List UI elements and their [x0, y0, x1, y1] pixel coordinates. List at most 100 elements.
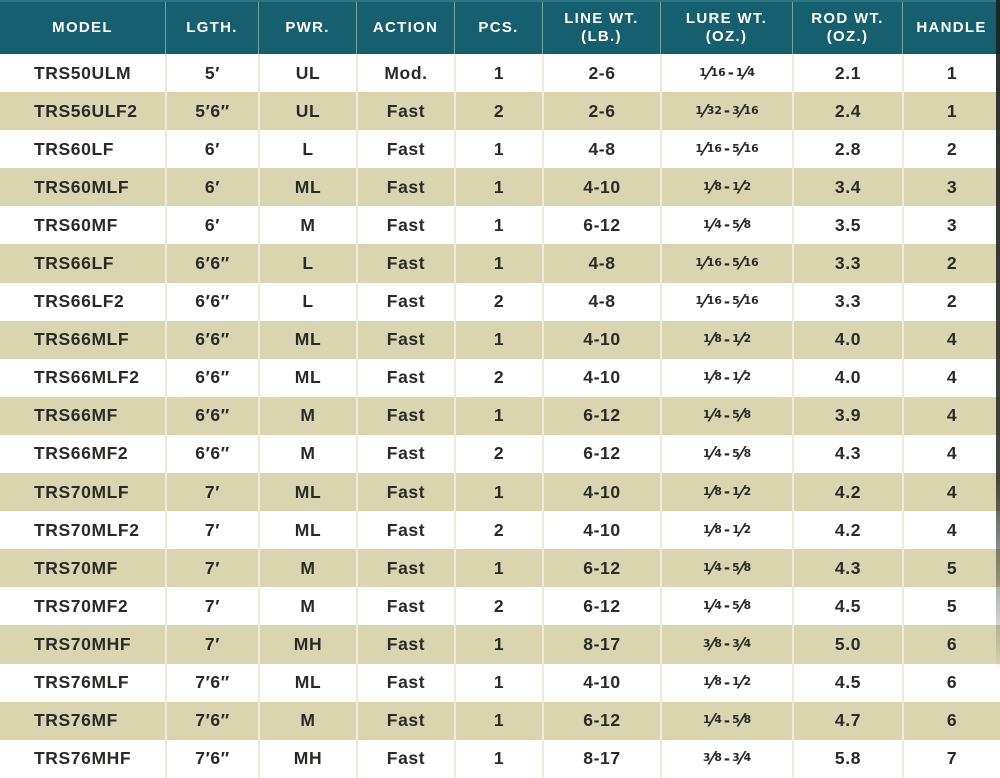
cell-action: Fast: [356, 625, 454, 664]
fraction-numerator: 5: [732, 560, 740, 574]
fraction-slash: ⁄: [740, 443, 744, 465]
cell-line_wt_lb: 6-12: [542, 701, 660, 740]
cell-pieces: 2: [454, 358, 542, 397]
cell-action: Fast: [356, 244, 454, 283]
cell-length: 6′: [165, 206, 258, 245]
fraction-denominator: 4: [714, 598, 722, 612]
cell-action: Fast: [356, 701, 454, 740]
cell-rod_wt_oz: 4.7: [792, 701, 902, 740]
cell-action: Fast: [356, 206, 454, 245]
cell-rod_wt_oz: 2.8: [792, 130, 902, 169]
cell-pieces: 1: [454, 54, 542, 93]
fraction-numerator: 1: [695, 141, 703, 155]
fraction-denominator: 8: [714, 751, 722, 765]
cell-lure_wt_oz: 1 ⁄ 16-5 ⁄ 16: [660, 130, 792, 169]
cell-action: Fast: [356, 663, 454, 702]
fraction-numerator: 1: [702, 218, 711, 231]
cell-model: TRS66MF: [34, 405, 118, 426]
fraction-denominator: 2: [743, 179, 752, 193]
fraction-numerator: 5: [732, 294, 740, 308]
cell-model: TRS70MHF: [34, 633, 132, 654]
fraction-slash: ⁄: [740, 633, 744, 655]
cell-power: M: [258, 701, 356, 740]
cell-power: UL: [258, 92, 356, 131]
fraction-denominator: 8: [714, 332, 722, 346]
fraction-denominator: 8: [714, 179, 722, 193]
fraction-dash: -: [723, 406, 731, 425]
cell-power: ML: [258, 358, 356, 397]
cell-model: TRS70MLF2: [34, 519, 140, 540]
fraction-slash: ⁄: [740, 329, 744, 351]
table-row: TRS60MF 6′ M Fast 1 6-12 1 ⁄ 4-5 ⁄ 8 3.5 3: [0, 206, 1000, 245]
fraction-dash: -: [723, 292, 731, 311]
table-row: TRS66MF2 6′6″ M Fast 2 6-12 1 ⁄ 4-5 ⁄ 8 4.3 4: [0, 434, 1000, 474]
fraction-denominator: 8: [714, 484, 722, 498]
fraction-slash: ⁄: [710, 214, 714, 236]
cell-pieces: 1: [454, 701, 542, 740]
cell-action: Fast: [356, 473, 454, 512]
cell-pieces: 1: [454, 396, 542, 435]
fraction-denominator: 4: [743, 751, 752, 765]
cell-line_wt_lb: 4-8: [542, 130, 660, 169]
cell-length: 6′: [165, 130, 258, 169]
cell-line_wt_lb: 4-8: [542, 282, 660, 321]
table-row: TRS56ULF2 5′6″ UL Fast 2 2-6 1 ⁄ 32-3 ⁄ 16 2.4 1: [0, 92, 1000, 131]
header-label: (OZ.): [705, 28, 748, 45]
cell-rod_wt_oz: 4.2: [792, 511, 902, 550]
cell-action: Fast: [356, 587, 454, 626]
fraction-slash: ⁄: [740, 595, 744, 617]
fraction-denominator: 2: [743, 332, 752, 346]
cell-action: Fast: [356, 739, 454, 778]
fraction-slash: ⁄: [703, 253, 707, 275]
fraction-numerator: 1: [702, 713, 711, 727]
fraction-denominator: 2: [743, 522, 752, 536]
cell-action: Fast: [356, 130, 454, 169]
fraction-denominator: 8: [743, 713, 752, 727]
cell-action: Fast: [356, 282, 454, 321]
cell-power: M: [258, 206, 356, 245]
cell-power: M: [258, 587, 356, 626]
cell-handle: 5: [902, 587, 1000, 626]
cell-action: Fast: [356, 358, 454, 397]
fraction-slash: ⁄: [710, 748, 714, 770]
table-row: TRS66MLF2 6′6″ ML Fast 2 4-10 1 ⁄ 8-1 ⁄ 2 4.0 4: [0, 358, 1000, 397]
fraction-denominator: 4: [714, 218, 722, 231]
fraction-dash: -: [723, 330, 731, 349]
fraction-slash: ⁄: [710, 710, 714, 732]
fraction-numerator: 5: [732, 141, 740, 155]
cell-lure_wt_oz: 1 ⁄ 4-5 ⁄ 8: [660, 206, 792, 245]
cell-line_wt_lb: 4-10: [542, 511, 660, 550]
cell-length: 6′6″: [165, 358, 258, 397]
fraction-numerator: 1: [732, 484, 740, 498]
fraction-slash: ⁄: [740, 367, 744, 389]
fraction-slash: ⁄: [710, 443, 714, 465]
header-cell-line_wt_lb: LINE WT. (LB.): [542, 2, 660, 54]
table-row: TRS76MF 7′6″ M Fast 1 6-12 1 ⁄ 4-5 ⁄ 8 4.7 6: [0, 701, 1000, 740]
cell-line_wt_lb: 8-17: [542, 625, 660, 664]
cell-handle: 2: [902, 282, 1000, 321]
cell-lure_wt_oz: 1 ⁄ 16-5 ⁄ 16: [660, 282, 792, 321]
fraction-denominator: 16: [743, 294, 759, 308]
cell-length: 6′6″: [165, 396, 258, 435]
cell-power: ML: [258, 473, 356, 512]
fraction-numerator: 5: [732, 218, 740, 231]
cell-handle: 3: [902, 206, 1000, 245]
cell-model: TRS50ULM: [34, 62, 132, 83]
cell-rod_wt_oz: 4.5: [792, 663, 902, 702]
cell-handle: 4: [902, 396, 1000, 435]
fraction-slash: ⁄: [740, 748, 744, 770]
cell-pieces: 2: [454, 282, 542, 321]
fraction-denominator: 2: [743, 675, 752, 689]
cell-model: TRS66MF2: [34, 443, 129, 464]
fraction-denominator: 8: [743, 598, 752, 612]
cell-line_wt_lb: 6-12: [542, 206, 660, 245]
fraction-denominator: 4: [743, 637, 752, 651]
table-body: TRS50ULM 5′ UL Mod. 1 2-6 1 ⁄ 16-1 ⁄ 4 2.1 1 TRS56ULF…: [0, 54, 1000, 778]
fraction-numerator: 5: [732, 256, 740, 270]
fraction-numerator: 1: [702, 560, 711, 574]
fraction-denominator: 4: [747, 65, 755, 79]
fraction-slash: ⁄: [710, 595, 714, 617]
cell-lure_wt_oz: 1 ⁄ 4-5 ⁄ 8: [660, 701, 792, 740]
fraction-slash: ⁄: [710, 519, 714, 541]
cell-model: TRS76MF: [34, 710, 118, 731]
